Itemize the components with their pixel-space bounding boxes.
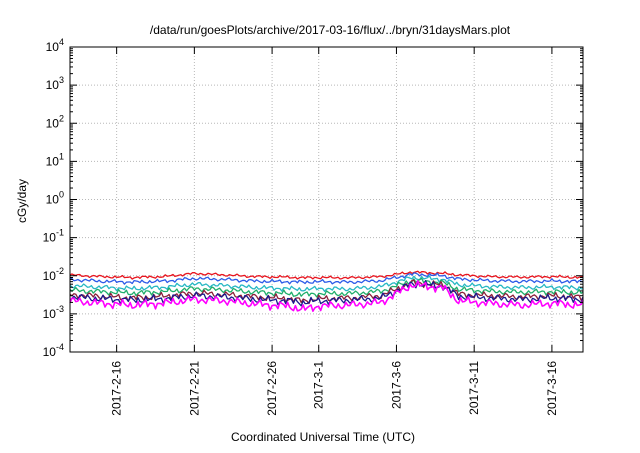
x-axis-title: Coordinated Universal Time (UTC) [231, 430, 415, 444]
chart-title: /data/run/goesPlots/archive/2017-03-16/f… [150, 23, 511, 37]
series-layer [69, 270, 584, 312]
y-tick-label: 100 [46, 190, 64, 207]
series-line [69, 280, 584, 307]
x-tick-label: 2017-3-16 [545, 361, 559, 416]
x-tick-label: 2017-2-26 [265, 361, 279, 416]
series-line [69, 275, 584, 293]
x-tick-label: 2017-3-6 [389, 361, 403, 409]
y-tick-label: 10-3 [43, 304, 64, 321]
y-tick-label: 10-2 [43, 266, 64, 283]
y-tick-label: 101 [46, 151, 64, 168]
x-tick-label: 2017-2-21 [187, 361, 201, 416]
y-tick-label: 104 [46, 37, 64, 54]
x-tick-label: 2017-2-16 [110, 361, 124, 416]
y-axis-title: cGy/day [15, 179, 29, 223]
x-tick-label: 2017-3-11 [467, 361, 481, 415]
y-tick-labels: 10-4 10-3 10-2 10-1 100 101 102 103 104 [43, 37, 64, 359]
y-tick-label: 102 [46, 113, 64, 130]
series-line [69, 280, 584, 312]
series-line [69, 277, 584, 298]
y-tick-label: 10-1 [43, 228, 64, 245]
y-tick-label: 10-4 [43, 342, 64, 359]
plot-frame [69, 46, 584, 353]
series-line [69, 272, 584, 285]
x-tick-labels: 2017-2-16 2017-2-21 2017-2-26 2017-3-1 2017-… [110, 361, 559, 416]
x-tick-label: 2017-3-1 [312, 361, 326, 409]
series-line [69, 270, 584, 280]
y-tick-label: 103 [46, 75, 64, 92]
